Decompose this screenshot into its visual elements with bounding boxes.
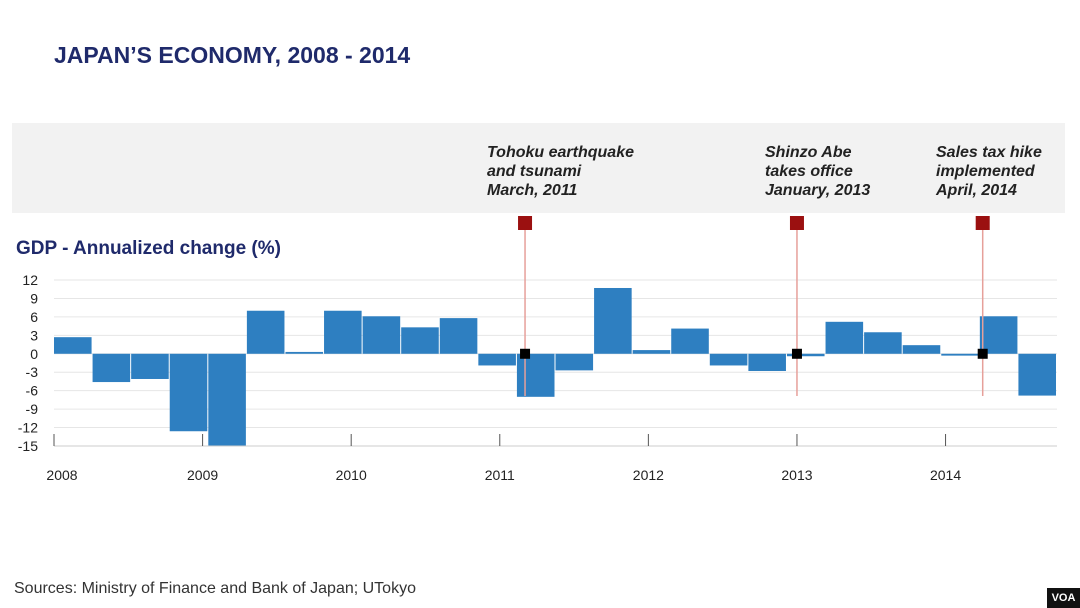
- bar: [594, 287, 632, 354]
- event-marker: [518, 216, 533, 230]
- bar: [401, 327, 439, 354]
- event-marker: [975, 216, 990, 230]
- x-tick-label: 2012: [633, 467, 664, 483]
- bar: [131, 353, 169, 379]
- bar: [1018, 353, 1056, 396]
- x-tick-label: 2010: [336, 467, 367, 483]
- annotation-band: [12, 123, 1065, 213]
- event-annotation-earthquake: Tohoku earthquake and tsunami March, 201…: [487, 143, 634, 200]
- bar: [941, 353, 979, 356]
- bar: [825, 321, 864, 354]
- bar: [285, 351, 324, 354]
- event-annotation-line: January, 2013: [765, 182, 871, 199]
- voa-logo: VOA: [1047, 588, 1080, 608]
- bar: [555, 353, 594, 371]
- x-tick-label: 2011: [485, 467, 515, 483]
- y-tick-label: 12: [22, 272, 38, 288]
- bar: [709, 353, 748, 366]
- event-annotation-line: April, 2014: [936, 182, 1017, 199]
- bar: [979, 316, 1018, 354]
- y-axis-label: GDP - Annualized change (%): [16, 238, 281, 259]
- x-tick-label: 2014: [930, 467, 961, 483]
- bar: [246, 310, 285, 354]
- event-annotation-line: Shinzo Abe: [765, 144, 852, 161]
- y-tick-label: 9: [30, 290, 38, 306]
- event-annotation-line: takes office: [765, 163, 853, 180]
- bar: [169, 353, 208, 432]
- event-point: [977, 348, 988, 359]
- bar: [362, 316, 401, 354]
- y-tick-label: 6: [30, 309, 38, 325]
- event-marker: [789, 216, 804, 230]
- y-tick-label: -12: [18, 420, 38, 436]
- bar: [439, 318, 478, 354]
- bar: [748, 353, 786, 371]
- bar: [902, 345, 941, 354]
- y-tick-label: 0: [30, 346, 38, 362]
- y-tick-label: -3: [26, 364, 39, 380]
- bar: [324, 310, 362, 354]
- event-annotation-line: March, 2011: [487, 182, 578, 199]
- x-tick-label: 2008: [46, 467, 77, 483]
- x-tick-label: 2013: [781, 467, 812, 483]
- bar: [54, 337, 92, 354]
- event-point: [520, 348, 531, 359]
- bar: [786, 353, 825, 357]
- event-annotation-abe: Shinzo Abe takes office January, 2013: [765, 143, 870, 200]
- event-annotation-line: Tohoku earthquake: [487, 144, 634, 161]
- y-tick-label: -6: [26, 383, 39, 399]
- bar: [208, 353, 246, 446]
- bar: [671, 328, 709, 354]
- y-tick-label: -15: [18, 438, 38, 454]
- bar: [92, 353, 131, 383]
- bar: [516, 353, 555, 397]
- bar: [864, 332, 902, 354]
- y-tick-label: -9: [26, 401, 39, 417]
- bar: [632, 350, 671, 354]
- chart-title: JAPAN’S ECONOMY, 2008 - 2014: [54, 42, 411, 68]
- event-point: [791, 348, 802, 359]
- source-note: Sources: Ministry of Finance and Bank of…: [14, 580, 416, 597]
- event-annotation-line: Sales tax hike: [936, 144, 1042, 161]
- bar: [478, 353, 516, 366]
- y-tick-label: 3: [30, 327, 38, 343]
- event-annotation-line: implemented: [936, 163, 1035, 180]
- event-annotation-tax-hike: Sales tax hike implemented April, 2014: [936, 143, 1042, 200]
- event-annotation-line: and tsunami: [487, 163, 582, 180]
- x-tick-label: 2009: [187, 467, 218, 483]
